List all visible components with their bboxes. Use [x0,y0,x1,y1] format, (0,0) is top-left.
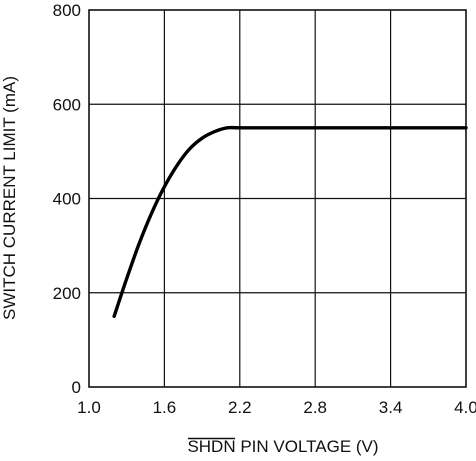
x-tick-label: 1.0 [77,398,101,417]
x-tick-labels: 1.0 1.6 2.2 2.8 3.4 4.0 [77,398,476,417]
series-line-current-limit [112,125,468,319]
y-tick-label: 200 [53,284,81,303]
y-tick-label: 800 [53,1,81,20]
grid-lines [89,10,466,387]
x-axis-title: SHDN PIN VOLTAGE (V) [187,437,378,456]
x-tick-label: 2.2 [228,398,252,417]
x-tick-label: 4.0 [454,398,476,417]
x-tick-label: 2.8 [303,398,327,417]
y-tick-label: 600 [53,95,81,114]
y-axis-title: SWITCH CURRENT LIMIT (mA) [0,76,19,320]
x-axis-title-overlined: SHDN [187,437,235,456]
x-tick-label: 1.6 [153,398,177,417]
y-tick-labels: 0 200 400 600 800 [53,1,81,397]
plot-frame [88,9,467,388]
x-axis-title-rest: PIN VOLTAGE (V) [236,437,379,456]
y-tick-label: 400 [53,190,81,209]
y-tick-label: 0 [72,378,81,397]
x-tick-label: 3.4 [379,398,403,417]
